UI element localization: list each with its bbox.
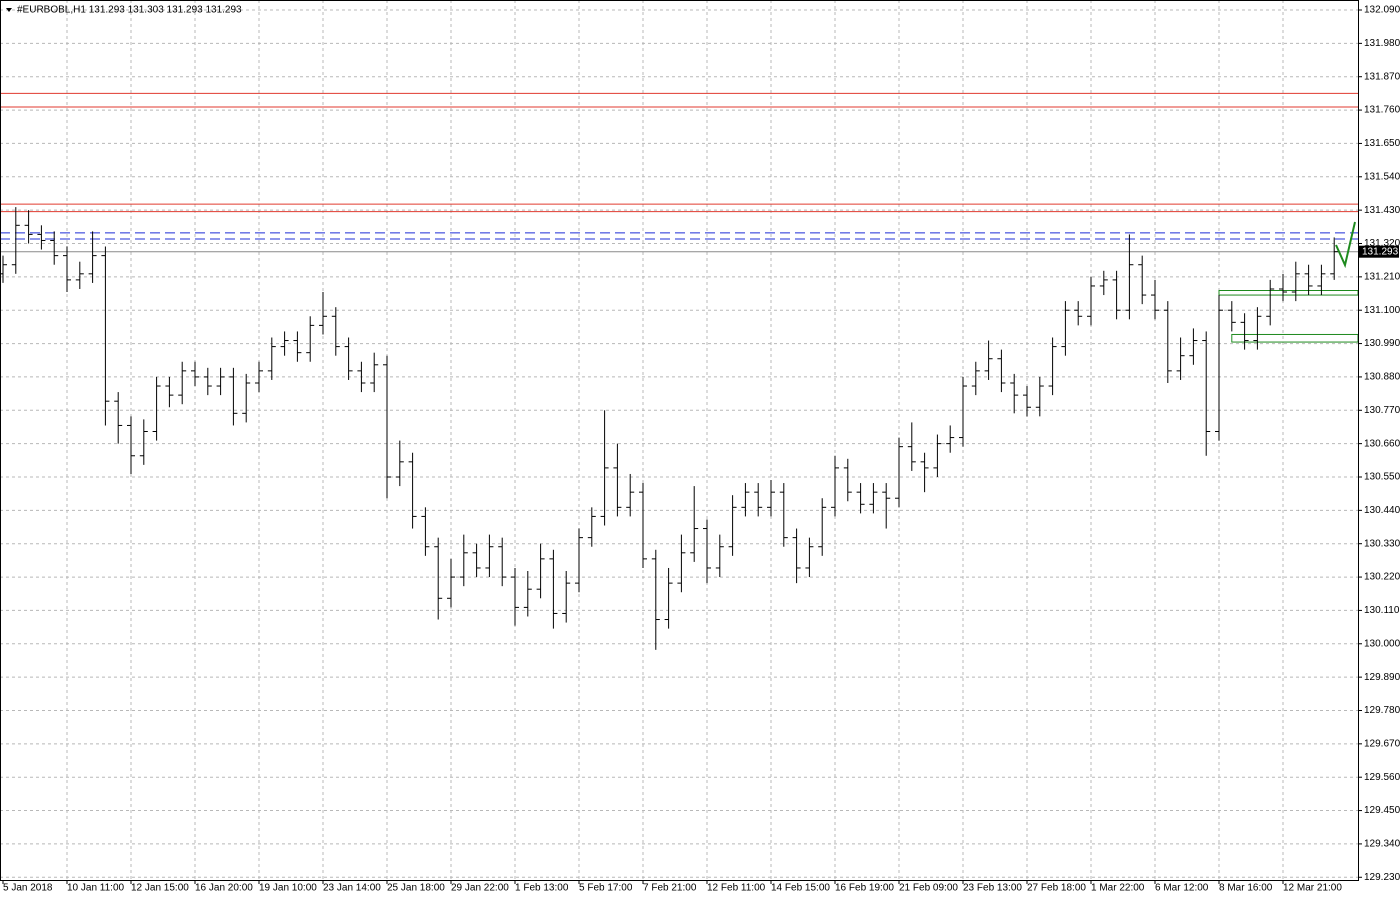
- x-tick-label: 21 Feb 09:00: [899, 883, 958, 894]
- last-price-label: 131.293: [1362, 246, 1399, 257]
- y-tick-label: 132.090: [1364, 5, 1400, 16]
- x-tick-label: 5 Feb 17:00: [579, 883, 633, 894]
- x-tick-label: 5 Jan 2018: [3, 883, 53, 894]
- x-tick-label: 23 Jan 14:00: [323, 883, 381, 894]
- x-tick-label: 8 Mar 16:00: [1219, 883, 1273, 894]
- y-tick-label: 129.670: [1364, 738, 1400, 749]
- plot-frame: [0, 0, 1359, 881]
- y-tick-label: 131.760: [1364, 105, 1400, 116]
- x-tick-label: 7 Feb 21:00: [643, 883, 697, 894]
- y-tick-label: 131.980: [1364, 38, 1400, 49]
- y-tick-label: 130.000: [1364, 638, 1400, 649]
- x-tick-label: 27 Feb 18:00: [1027, 883, 1086, 894]
- y-tick-label: 129.340: [1364, 839, 1400, 850]
- y-tick-label: 130.990: [1364, 338, 1400, 349]
- bars: [0, 207, 1339, 650]
- x-tick-label: 12 Feb 11:00: [707, 883, 766, 894]
- x-tick-label: 1 Feb 13:00: [515, 883, 569, 894]
- x-tick-label: 14 Feb 15:00: [771, 883, 830, 894]
- y-tick-label: 130.880: [1364, 372, 1400, 383]
- x-tick-label: 23 Feb 13:00: [963, 883, 1022, 894]
- y-tick-label: 129.230: [1364, 872, 1400, 883]
- x-tick-label: 19 Jan 10:00: [259, 883, 317, 894]
- x-tick-label: 25 Jan 18:00: [387, 883, 445, 894]
- y-tick-label: 131.320: [1364, 238, 1400, 249]
- x-tick-label: 29 Jan 22:00: [451, 883, 509, 894]
- x-tick-label: 12 Mar 21:00: [1283, 883, 1342, 894]
- last-price-box: [1359, 245, 1399, 258]
- chart-title: #EURBOBL,H1 131.293 131.303 131.293 131.…: [17, 5, 242, 16]
- y-tick-label: 131.100: [1364, 305, 1400, 316]
- y-tick-label: 130.440: [1364, 505, 1400, 516]
- x-tick-label: 6 Mar 12:00: [1155, 883, 1209, 894]
- y-tick-label: 129.780: [1364, 705, 1400, 716]
- x-tick-label: 16 Jan 20:00: [195, 883, 253, 894]
- axis: 132.090 131.980 131.870 131.760 131.650 131.5…: [2, 5, 1400, 894]
- y-tick-label: 131.650: [1364, 138, 1400, 149]
- levels: [0, 92, 1359, 343]
- y-tick-label: 130.220: [1364, 572, 1400, 583]
- x-tick-label: 10 Jan 11:00: [67, 883, 125, 894]
- y-tick-label: 130.110: [1364, 605, 1400, 616]
- y-tick-label: 131.540: [1364, 171, 1400, 182]
- y-tick-label: 131.210: [1364, 271, 1400, 282]
- y-tick-label: 129.890: [1364, 672, 1400, 683]
- y-tick-label: 130.770: [1364, 405, 1400, 416]
- y-tick-label: 130.660: [1364, 438, 1400, 449]
- y-tick-label: 131.870: [1364, 71, 1400, 82]
- y-tick-label: 129.560: [1364, 772, 1400, 783]
- y-tick-label: 129.450: [1364, 805, 1400, 816]
- x-tick-label: 16 Feb 19:00: [835, 883, 894, 894]
- y-tick-label: 131.430: [1364, 205, 1400, 216]
- x-tick-label: 1 Mar 22:00: [1091, 883, 1145, 894]
- trend-arrow: [1335, 221, 1356, 269]
- menu-arrow[interactable]: [6, 8, 12, 12]
- y-tick-label: 130.550: [1364, 472, 1400, 483]
- x-tick-label: 12 Jan 15:00: [131, 883, 189, 894]
- grid: [0, 0, 1358, 880]
- y-tick-label: 130.330: [1364, 538, 1400, 549]
